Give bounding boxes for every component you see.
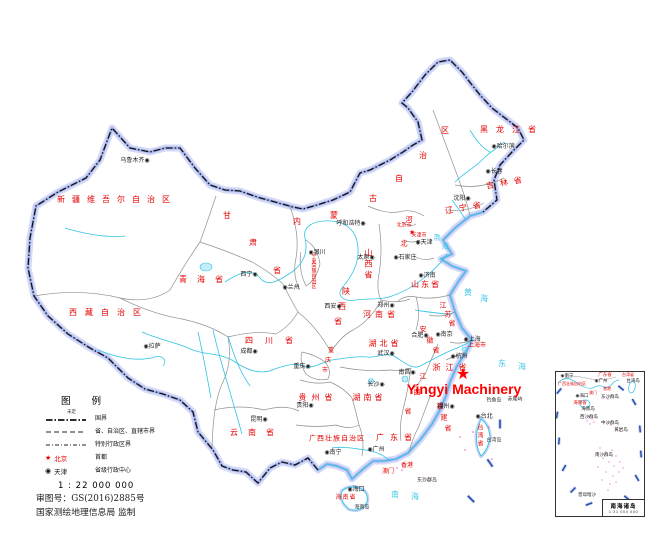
taiwan-island bbox=[476, 418, 491, 457]
capital-star-icon: ★ bbox=[45, 454, 52, 462]
province-border-symbol bbox=[45, 427, 95, 437]
province-borders bbox=[33, 109, 505, 457]
legend-item-label: 首都 bbox=[95, 454, 108, 462]
inset-title: 南海诸岛 bbox=[610, 504, 637, 510]
legend-item-label: 特别行政区界 bbox=[95, 441, 132, 449]
national-border-line bbox=[27, 59, 525, 484]
lakes bbox=[199, 262, 467, 384]
coastline bbox=[317, 211, 484, 480]
inset-nine-dash bbox=[556, 385, 642, 506]
publisher: 国家测绘地理信息局 监制 bbox=[36, 508, 136, 518]
yingyi-machinery-label: Yingyi Machinery bbox=[406, 381, 522, 397]
legend-note: 未定 bbox=[67, 410, 76, 415]
inset-island-dots bbox=[586, 398, 624, 491]
legend-item: 省、自治区、直辖市界 bbox=[45, 427, 205, 437]
inset-map-south-china-sea: 南海诸岛 1:31 000 000 bbox=[555, 371, 645, 517]
legend-item: 特别行政区界 bbox=[45, 440, 205, 450]
map-scale: 1 : 22 000 000 bbox=[58, 481, 135, 491]
legend-item: 未定国界 bbox=[45, 410, 205, 424]
sar-border-symbol bbox=[45, 440, 95, 450]
inset-title-box: 南海诸岛 1:31 000 000 bbox=[602, 499, 644, 516]
rivers bbox=[64, 129, 505, 462]
legend: 图 例 未定 国界 省、自治区、直辖市界 特别行政区界 ★ 北京 首都 ◉ 天津 省级行政中心 1… bbox=[45, 393, 205, 491]
inset-taiwan bbox=[628, 380, 636, 394]
legend-item-label: 省、自治区、直辖市界 bbox=[95, 428, 156, 436]
legend-sample-name: 北京 bbox=[54, 455, 68, 463]
legend-item: ★ 北京 首都 bbox=[45, 453, 205, 463]
inset-map-svg bbox=[556, 376, 643, 507]
city-dot-icon: ◉ bbox=[45, 467, 52, 475]
legend-sample-name: 天津 bbox=[54, 468, 68, 476]
inset-hainan bbox=[579, 399, 591, 409]
hainan-island bbox=[340, 486, 368, 511]
capital-star-symbol: ★ 北京 bbox=[45, 453, 95, 463]
approval-number: 审图号：GS(2016)2885号 bbox=[36, 494, 145, 504]
inset-land-border bbox=[560, 376, 617, 381]
legend-item: ◉ 天津 省级行政中心 bbox=[45, 466, 205, 476]
island-dots bbox=[396, 426, 493, 479]
location-star-icon[interactable]: ★ bbox=[455, 364, 471, 383]
legend-rows: 未定 国界 省、自治区、直辖市界 特别行政区界 ★ 北京 首都 ◉ 天津 省级行政中心 bbox=[45, 410, 205, 476]
inset-coastline bbox=[557, 378, 620, 389]
legend-title: 图 例 bbox=[61, 396, 111, 407]
nine-dash-line-core bbox=[467, 419, 501, 503]
national-border-symbol: 未定 bbox=[45, 410, 95, 424]
inset-nine-dash-glow bbox=[556, 384, 643, 507]
legend-item-label: 省级行政中心 bbox=[95, 467, 132, 475]
inset-scale: 1:31 000 000 bbox=[608, 510, 639, 514]
map-credits: 审图号：GS(2016)2885号 国家测绘地理信息局 监制 bbox=[36, 492, 145, 520]
legend-item-label: 国界 bbox=[95, 415, 108, 423]
city-dot-symbol: ◉ 天津 bbox=[45, 466, 95, 476]
